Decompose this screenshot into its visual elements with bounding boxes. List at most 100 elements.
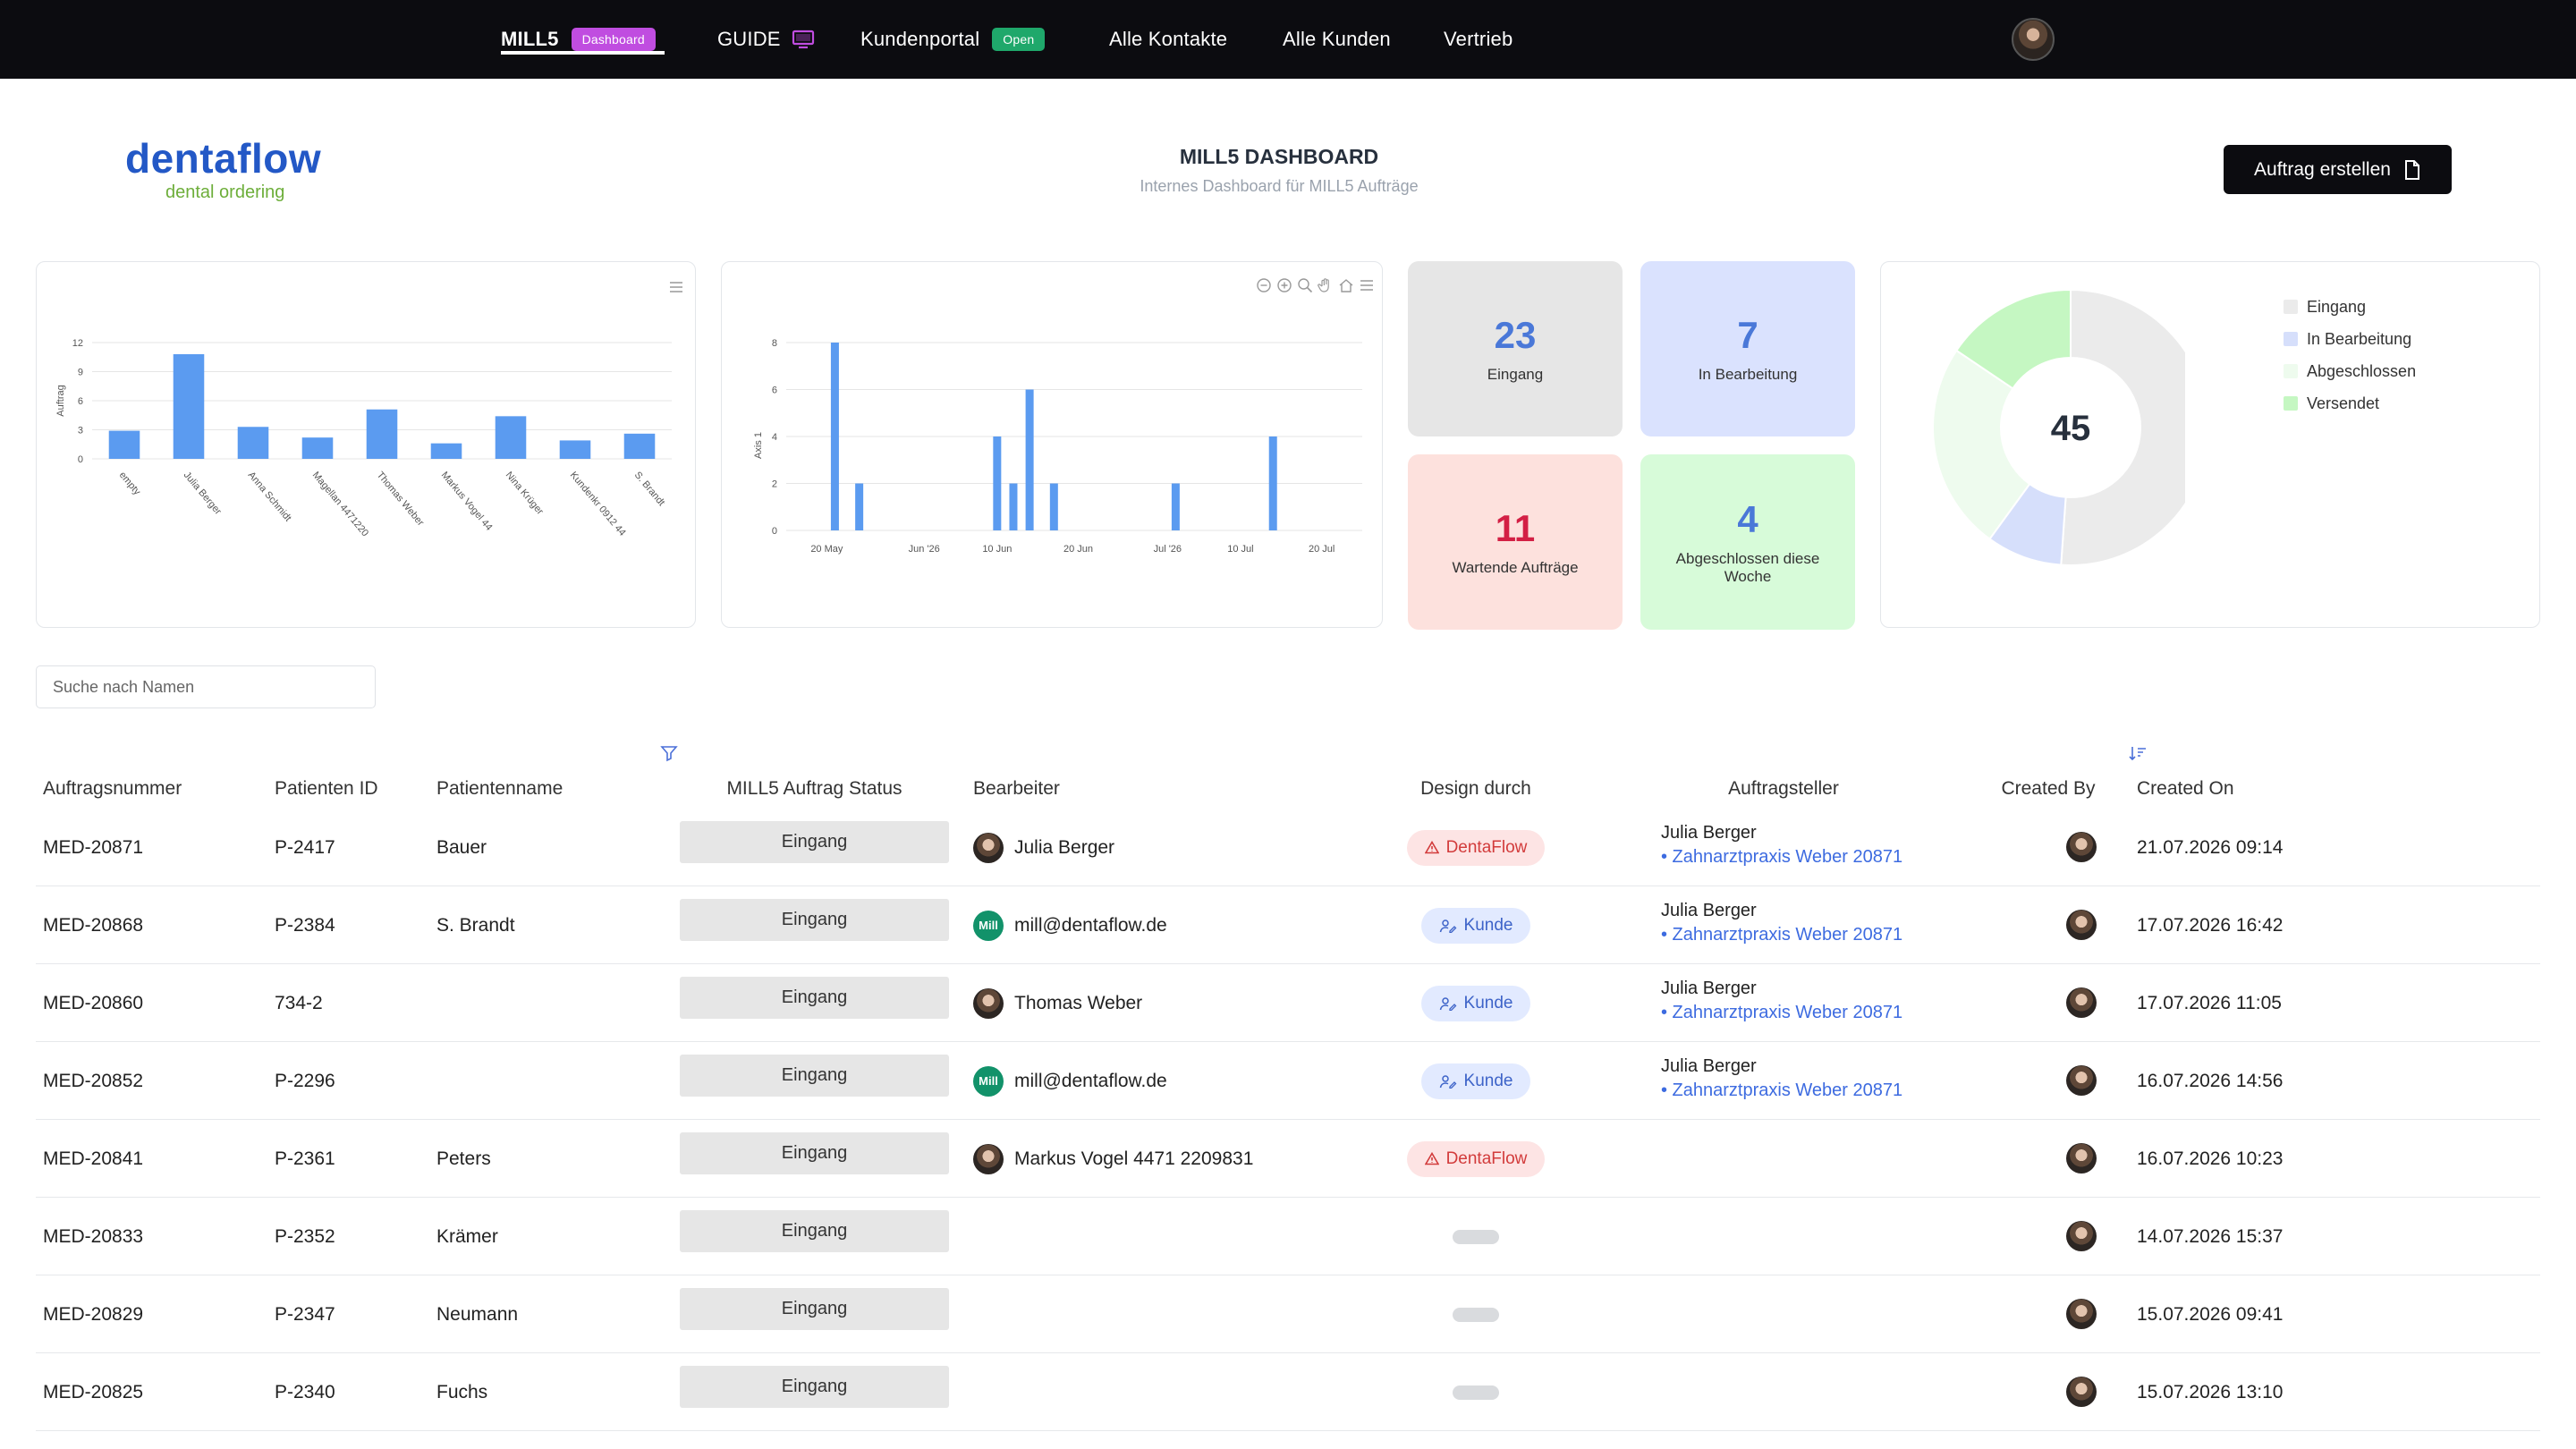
table-row[interactable]: MED-20833 P-2352 Krämer Eingang 14.07.2026 1… [36,1198,2540,1275]
bar[interactable] [830,343,839,530]
pan-hand-icon[interactable] [1317,276,1335,294]
col-header-status[interactable]: MILL5 Auftrag Status [726,778,902,799]
legend-item[interactable]: Eingang [2284,291,2416,323]
nav-item-kundenportal[interactable]: Kundenportal Open [860,0,1046,79]
editor[interactable]: Thomas Weber [973,964,1142,1042]
created-by-avatar[interactable] [2066,910,2097,940]
table-row[interactable]: MED-20871 P-2417 Bauer Eingang Julia Berger D… [36,809,2540,886]
donut-slice[interactable] [1954,288,2072,390]
bar[interactable] [173,354,205,459]
requester-company-link[interactable]: • Zahnarztpraxis Weber 20871 [1661,847,1903,867]
status-badge[interactable]: Eingang [680,1366,949,1408]
bar[interactable] [1268,436,1277,530]
bar[interactable] [1049,483,1058,531]
nav-item-vertrieb[interactable]: Vertrieb [1444,0,1513,79]
bar[interactable] [623,433,656,459]
col-header-bearbeiter[interactable]: Bearbeiter [973,778,1060,799]
kpi-in-bearbeitung[interactable]: 7 In Bearbeitung [1640,261,1855,436]
nav-item-alle-kontakte[interactable]: Alle Kontakte [1109,0,1227,79]
table-row[interactable]: MED-20868 P-2384 S. Brandt Eingang Mill mill@… [36,886,2540,964]
status-badge[interactable]: Eingang [680,1132,949,1174]
zoom-in-icon[interactable] [1275,276,1293,294]
requester[interactable]: Julia Berger • Zahnarztpraxis Weber 20871 [1661,899,1902,947]
create-order-button[interactable]: Auftrag erstellen [2224,145,2452,194]
status-badge[interactable]: Eingang [680,1055,949,1097]
table-row[interactable]: MED-20852 P-2296 Eingang Mill mill@dentaflow… [36,1042,2540,1120]
editor[interactable]: Mill mill@dentaflow.de [973,886,1167,964]
table-row[interactable]: MED-20841 P-2361 Peters Eingang Markus Vogel… [36,1120,2540,1198]
created-by-avatar[interactable] [2066,987,2097,1018]
legend-item[interactable]: Versendet [2284,387,2416,419]
requester[interactable]: Julia Berger • Zahnarztpraxis Weber 20871 [1661,1055,1902,1103]
requester-company-link[interactable]: • Zahnarztpraxis Weber 20871 [1661,1003,1903,1022]
requester[interactable]: Julia Berger • Zahnarztpraxis Weber 20871 [1661,821,1902,869]
status-badge[interactable]: Eingang [680,899,949,941]
kpi-eingang[interactable]: 23 Eingang [1408,261,1623,436]
col-header-created-on[interactable]: Created On [2137,778,2234,799]
legend-item[interactable]: In Bearbeitung [2284,323,2416,355]
created-by-avatar[interactable] [2066,832,2097,862]
nav-item-mill5[interactable]: MILL5 Dashboard [501,0,656,79]
editor[interactable]: Julia Berger [973,809,1114,886]
table-row[interactable]: MED-20860 734-2 Eingang Thomas Weber Kunde Ju… [36,964,2540,1042]
filter-icon[interactable] [660,744,678,762]
editor[interactable]: Mill mill@dentaflow.de [973,1042,1167,1120]
donut-slice[interactable] [2060,288,2185,566]
bar[interactable] [1025,389,1034,531]
table-row[interactable]: MED-20829 P-2347 Neumann Eingang 15.07.2026 … [36,1275,2540,1353]
order-number[interactable]: MED-20852 [43,1070,144,1091]
bar[interactable] [855,483,864,531]
nav-item-guide[interactable]: GUIDE [717,0,815,79]
order-number[interactable]: MED-20860 [43,992,144,1013]
requester[interactable]: Julia Berger • Zahnarztpraxis Weber 20871 [1661,977,1902,1025]
col-header-created-by[interactable]: Created By [2001,778,2096,799]
sort-icon[interactable] [2128,744,2148,762]
order-number[interactable]: MED-20841 [43,1148,144,1169]
chart-menu-icon[interactable] [667,280,685,294]
col-header-patientenname[interactable]: Patientenname [436,778,564,799]
col-header-auftragsteller[interactable]: Auftragsteller [1728,778,1839,799]
bar[interactable] [993,436,1002,530]
created-by-avatar[interactable] [2066,1065,2097,1096]
bar[interactable] [301,437,334,459]
bar[interactable] [1009,483,1018,531]
col-header-auftragsnummer[interactable]: Auftragsnummer [43,778,182,799]
editor[interactable]: Markus Vogel 4471 2209831 [973,1120,1253,1198]
bar[interactable] [430,443,462,459]
bar[interactable] [1171,483,1180,531]
created-by-avatar[interactable] [2066,1377,2097,1407]
legend-item[interactable]: Abgeschlossen [2284,355,2416,387]
col-header-patienten-id[interactable]: Patienten ID [275,778,378,799]
status-badge[interactable]: Eingang [680,1210,949,1252]
bar[interactable] [366,409,398,459]
status-badge[interactable]: Eingang [680,1288,949,1330]
reset-home-icon[interactable] [1337,276,1355,294]
order-number[interactable]: MED-20871 [43,836,144,858]
bar[interactable] [559,440,591,459]
bar[interactable] [495,416,527,459]
order-number[interactable]: MED-20868 [43,914,144,936]
nav-item-alle-kunden[interactable]: Alle Kunden [1283,0,1391,79]
created-by-avatar[interactable] [2066,1221,2097,1251]
bar[interactable] [237,427,269,459]
kpi-abgeschlossen-woche[interactable]: 4 Abgeschlossen diese Woche [1640,454,1855,630]
created-by-avatar[interactable] [2066,1143,2097,1174]
kpi-wartende-auftraege[interactable]: 11 Wartende Aufträge [1408,454,1623,630]
zoom-out-icon[interactable] [1255,276,1273,294]
magnifier-icon[interactable] [1296,276,1314,294]
order-number[interactable]: MED-20833 [43,1225,144,1247]
chart-menu-icon[interactable] [1358,276,1376,294]
bar[interactable] [108,430,140,459]
donut-slice[interactable] [1932,349,2031,540]
status-badge[interactable]: Eingang [680,821,949,863]
order-number[interactable]: MED-20829 [43,1303,144,1325]
col-header-design[interactable]: Design durch [1420,778,1531,799]
table-row[interactable]: MED-20825 P-2340 Fuchs Eingang 15.07.2026 13… [36,1353,2540,1431]
created-by-avatar[interactable] [2066,1299,2097,1329]
requester-company-link[interactable]: • Zahnarztpraxis Weber 20871 [1661,1080,1903,1100]
search-input[interactable] [36,665,376,708]
requester-company-link[interactable]: • Zahnarztpraxis Weber 20871 [1661,925,1903,945]
status-badge[interactable]: Eingang [680,977,949,1019]
order-number[interactable]: MED-20825 [43,1381,144,1402]
user-avatar[interactable] [2012,18,2055,61]
